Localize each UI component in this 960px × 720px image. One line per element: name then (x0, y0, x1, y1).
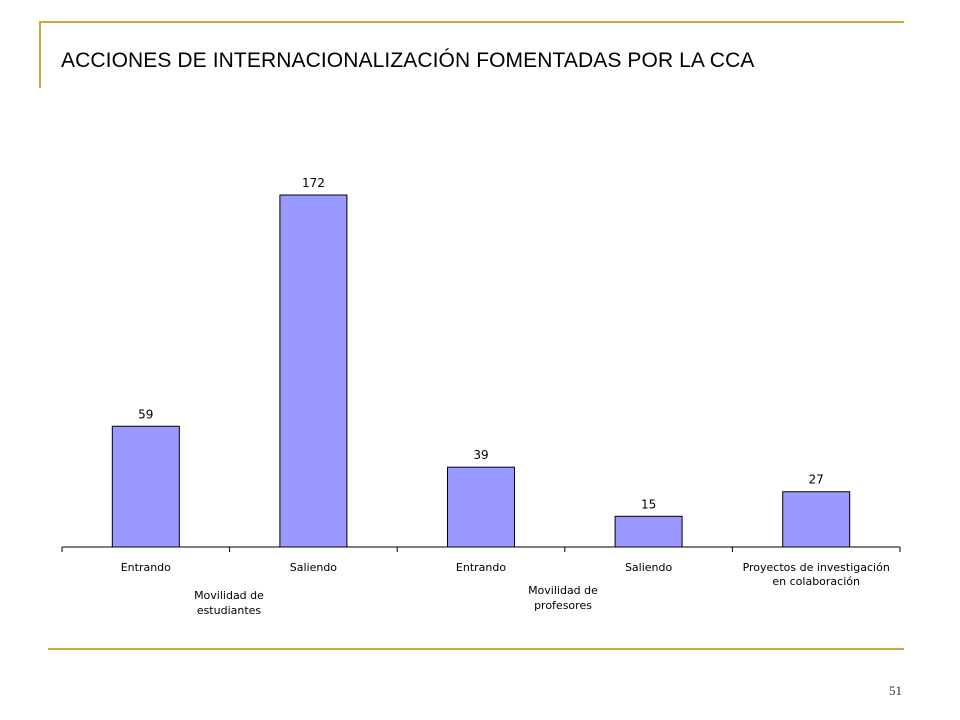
data-label: 15 (641, 497, 656, 511)
bar (614, 515, 683, 548)
bar (279, 194, 348, 548)
title-left-rule (39, 21, 41, 88)
x-group-label: Movilidad de profesores (528, 584, 598, 612)
x-tick-label: Proyectos de investigación en colaboració… (743, 561, 890, 588)
footer-rule (48, 648, 904, 650)
bar (111, 425, 180, 548)
x-tick-label: Saliendo (290, 561, 338, 574)
data-label: 39 (473, 448, 488, 462)
x-tick-label: Entrando (456, 561, 506, 574)
data-label: 27 (809, 473, 824, 487)
page-number: 51 (889, 683, 902, 698)
data-label: 172 (302, 176, 325, 190)
x-tick-label: Entrando (121, 561, 171, 574)
x-group-label: Movilidad de estudiantes (194, 589, 264, 617)
title-top-rule (40, 21, 904, 23)
bar (782, 491, 851, 548)
slide-title: ACCIONES DE INTERNACIONALIZACIÓN FOMENTA… (61, 49, 755, 72)
bar (447, 466, 515, 548)
data-label: 59 (138, 407, 153, 421)
x-tick-label: Saliendo (625, 561, 673, 574)
